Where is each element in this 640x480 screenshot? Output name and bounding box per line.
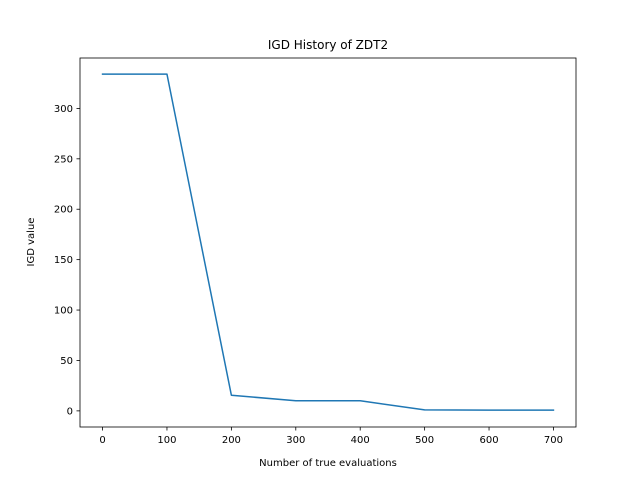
x-axis-label: Number of true evaluations — [259, 458, 397, 469]
chart-title: IGD History of ZDT2 — [268, 38, 388, 52]
plot-frame — [79, 57, 577, 428]
x-tick-label: 100 — [157, 435, 176, 446]
x-tick-label: 0 — [99, 435, 105, 446]
y-axis-ticks: 0 50 100 150 200 250 300 — [54, 104, 80, 417]
y-tick-label: 50 — [60, 356, 73, 367]
y-tick-label: 300 — [54, 104, 73, 115]
y-tick-label: 100 — [54, 306, 73, 317]
x-tick-label: 300 — [286, 435, 305, 446]
y-tick-label: 200 — [54, 205, 73, 216]
x-axis-ticks: 0 100 200 300 400 500 600 700 — [99, 427, 563, 446]
igd-series-line — [101, 73, 555, 411]
y-tick-label: 150 — [54, 255, 73, 266]
y-tick-label: 0 — [67, 406, 73, 417]
y-tick-label: 250 — [54, 154, 73, 165]
plot-area — [80, 58, 576, 427]
x-tick-label: 500 — [415, 435, 434, 446]
x-tick-label: 700 — [544, 435, 563, 446]
x-tick-label: 600 — [479, 435, 498, 446]
x-tick-label: 200 — [222, 435, 241, 446]
x-tick-label: 400 — [351, 435, 370, 446]
y-axis-label: IGD value — [26, 218, 37, 267]
